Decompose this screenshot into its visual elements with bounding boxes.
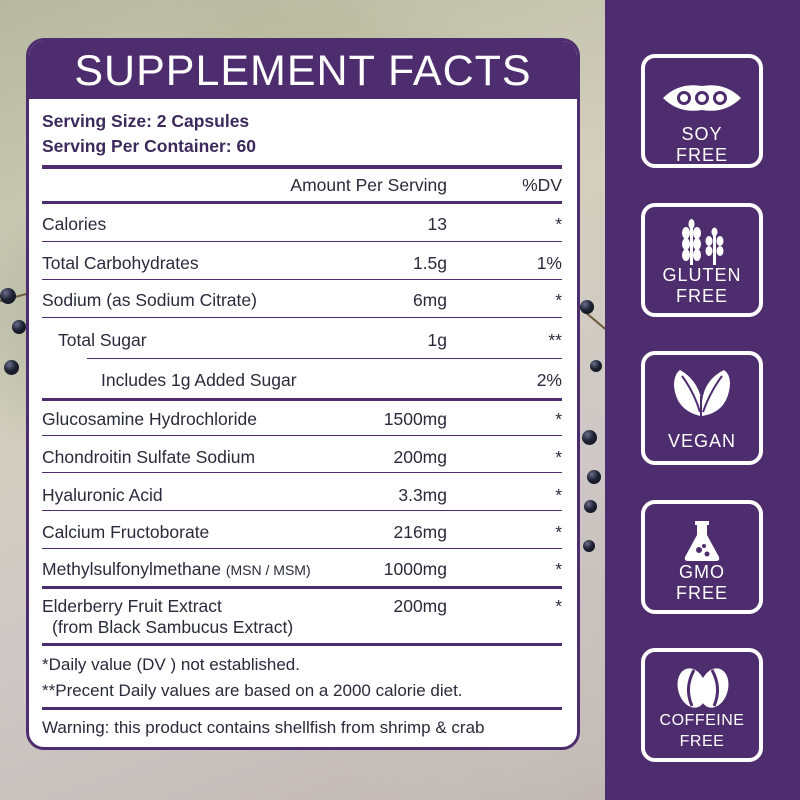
nutrient-name: Calories	[42, 214, 107, 234]
ingredient-name: Calcium Fructoborate	[42, 522, 210, 542]
divider	[87, 358, 562, 359]
ingredient-name: Glucosamine Hydrochloride	[42, 409, 257, 429]
divider	[42, 279, 562, 280]
ingredient-amount: 1500mg	[383, 409, 447, 429]
ingredient-name-note: (MSN / MSM)	[225, 562, 311, 578]
nutrient-name: Total Sugar	[58, 330, 147, 350]
coffee-beans-icon	[645, 660, 759, 716]
divider	[42, 548, 562, 549]
ingredient-amount: 3.3mg	[398, 485, 447, 505]
nutrient-dv: 1%	[536, 253, 562, 273]
divider-thick	[42, 165, 562, 169]
gmo-free-badge: GMO FREE	[641, 500, 763, 614]
badge-label-line2: FREE	[675, 286, 728, 306]
divider-thick	[42, 643, 562, 646]
badge-label-line1: VEGAN	[667, 431, 737, 451]
nutrient-amount: 13	[427, 214, 447, 234]
footnote-calorie-diet: **Precent Daily values are based on a 20…	[42, 681, 463, 700]
divider	[42, 317, 562, 318]
badge-label-line1: SOY	[681, 124, 723, 144]
nutrient-dv: 2%	[536, 370, 562, 390]
nutrient-amount: 1g	[427, 330, 447, 350]
ingredient-dv: *	[555, 559, 562, 579]
divider-thick	[42, 707, 562, 710]
ingredient-name-main: Methylsulfonylmethane	[42, 559, 221, 579]
ingredient-amount: 200mg	[393, 596, 447, 616]
amount-header: Amount Per Serving	[290, 175, 447, 195]
divider-thick	[42, 586, 562, 589]
servings-per-container: Serving Per Container: 60	[42, 136, 256, 156]
ingredient-amount: 216mg	[393, 522, 447, 542]
badge-label-line2: FREE	[675, 145, 728, 165]
nutrient-dv: **	[548, 330, 562, 350]
ingredient-name-line2: (from Black Sambucus Extract)	[52, 617, 294, 637]
wheat-icon	[645, 215, 759, 271]
footnote-dv-not-established: *Daily value (DV ) not established.	[42, 655, 300, 674]
ingredient-dv: *	[555, 447, 562, 467]
ingredient-dv: *	[555, 485, 562, 505]
coffeine-free-badge: COFFEINE FREE	[641, 648, 763, 762]
nutrient-name: Sodium (as Sodium Citrate)	[42, 290, 257, 310]
badge-label-line1: GMO	[679, 562, 725, 582]
ingredient-dv: *	[555, 522, 562, 542]
badge-label-line1: GLUTEN	[662, 265, 742, 285]
ingredient-name: Methylsulfonylmethane (MSN / MSM)	[42, 559, 311, 580]
badge-label-line2: FREE	[675, 583, 728, 603]
supplement-facts-card: SUPPLEMENT FACTS Serving Size: 2 Capsule…	[26, 38, 580, 750]
divider	[42, 510, 562, 511]
divider	[42, 241, 562, 242]
divider	[42, 201, 562, 204]
nutrient-amount: 6mg	[412, 290, 447, 310]
ingredient-amount: 200mg	[393, 447, 447, 467]
nutrient-dv: *	[555, 290, 562, 310]
divider-thick	[42, 398, 562, 401]
nutrient-name: Includes 1g Added Sugar	[101, 370, 297, 390]
ingredient-name: Hyaluronic Acid	[42, 485, 163, 505]
nutrient-amount: 1.5g	[412, 253, 447, 273]
soy-free-badge: SOY FREE	[641, 54, 763, 168]
soybean-icon	[645, 70, 759, 126]
serving-size: Serving Size: 2 Capsules	[42, 111, 250, 131]
badge-label-line1: COFFEINE	[659, 712, 745, 729]
nutrient-dv: *	[555, 214, 562, 234]
ingredient-name: Elderberry Fruit Extract	[42, 596, 222, 616]
allergen-warning: Warning: this product contains shellfish…	[42, 718, 485, 737]
card-title: SUPPLEMENT FACTS	[29, 41, 577, 99]
nutrient-name: Total Carbohydrates	[42, 253, 199, 273]
vegan-badge: VEGAN	[641, 351, 763, 465]
badge-label-line2: FREE	[679, 733, 725, 750]
divider	[42, 435, 562, 436]
flask-icon	[645, 512, 759, 568]
ingredient-name: Chondroitin Sulfate Sodium	[42, 447, 256, 467]
ingredient-amount: 1000mg	[383, 559, 447, 579]
divider	[42, 472, 562, 473]
ingredient-dv: *	[555, 409, 562, 429]
ingredient-dv: *	[555, 596, 562, 616]
dv-header: %DV	[522, 175, 562, 195]
leaves-icon	[645, 365, 759, 421]
gluten-free-badge: GLUTEN FREE	[641, 203, 763, 317]
